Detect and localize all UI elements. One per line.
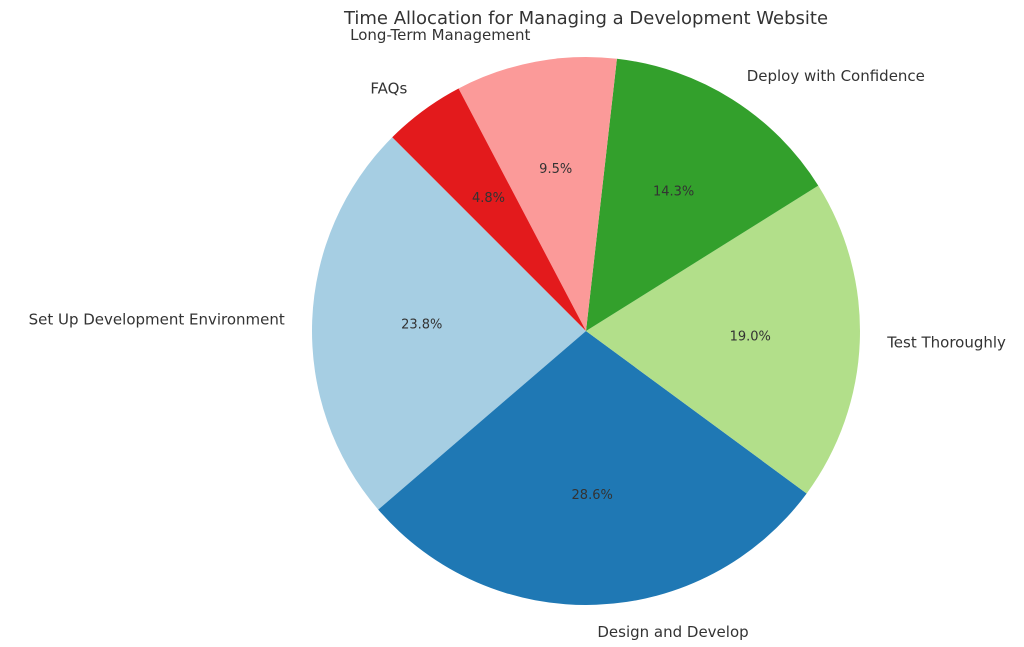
category-label-faqs: FAQs <box>370 79 407 97</box>
category-label-set-up-development-environment: Set Up Development Environment <box>29 311 285 329</box>
pie-slice-test-thoroughly <box>586 185 860 494</box>
pie-labels: 23.8% Set Up Development Environment 28.6%… <box>29 26 1006 641</box>
pie-slices <box>311 57 860 605</box>
pct-label-set-up-development-environment: 23.8% <box>401 317 442 332</box>
pct-label-faqs: 4.8% <box>472 191 505 206</box>
category-label-deploy-with-confidence: Deploy with Confidence <box>747 67 925 85</box>
pct-label-design-and-develop: 28.6% <box>572 488 613 503</box>
category-label-long-term-management: Long-Term Management <box>350 26 530 44</box>
pie-slice-design-and-develop <box>378 331 807 605</box>
pie-slice-deploy-with-confidence <box>586 58 819 331</box>
pie-slice-set-up-development-environment <box>311 137 586 510</box>
pie-slice-long-term-management <box>458 57 617 331</box>
chart-title: Time Allocation for Managing a Developme… <box>343 8 828 29</box>
category-label-test-thoroughly: Test Thoroughly <box>886 333 1006 351</box>
category-label-design-and-develop: Design and Develop <box>597 623 748 641</box>
pct-label-deploy-with-confidence: 14.3% <box>653 184 694 199</box>
pct-label-test-thoroughly: 19.0% <box>730 330 771 345</box>
pct-label-long-term-management: 9.5% <box>539 162 572 177</box>
pie-slice-faqs <box>392 88 586 331</box>
